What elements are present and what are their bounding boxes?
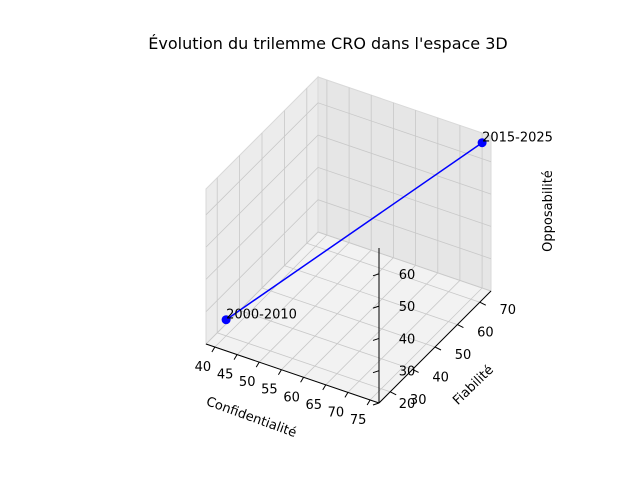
x-tick-mark (211, 346, 216, 353)
y-tick-label: 30 (410, 393, 427, 408)
y-tick-mark (479, 301, 487, 306)
y-tick-mark (457, 324, 464, 329)
x-tick-label: 75 (350, 413, 367, 428)
z-tick-mark (372, 273, 380, 277)
z-axis-label: Opposabilité (541, 170, 556, 252)
data-point-label: 2000-2010 (226, 308, 297, 323)
z-grid-line (205, 199, 492, 312)
z-tick-mark (372, 370, 380, 374)
z-tick-label: 40 (399, 332, 416, 347)
y-tick-label: 40 (432, 370, 449, 385)
y-axis-label: Fiabilité (450, 363, 497, 409)
y-tick-label: 50 (455, 348, 472, 363)
x-tick-mark (277, 369, 282, 375)
x-tick-mark (233, 354, 238, 360)
grid-lines (205, 80, 492, 401)
z-grid-line (205, 134, 492, 248)
z-tick-mark (372, 402, 380, 406)
data-point (477, 138, 487, 148)
x-tick-label: 50 (239, 375, 256, 390)
z-tick-label: 50 (399, 300, 416, 315)
x-tick-mark (255, 361, 260, 368)
y-tick-mark (434, 346, 442, 351)
x-tick-mark (300, 377, 305, 383)
z-grid-line (205, 102, 492, 216)
x-tick-label: 55 (261, 383, 278, 398)
x-tick-mark (366, 399, 371, 406)
x-axis-line (205, 343, 380, 404)
x-tick-label: 40 (195, 360, 212, 375)
x-tick-label: 65 (306, 398, 323, 413)
x-tick-mark (322, 384, 327, 391)
series-line (225, 142, 483, 321)
y-tick-label: 60 (477, 326, 494, 341)
y-tick-label: 70 (500, 303, 517, 318)
z-tick-mark (372, 337, 380, 341)
data-point-label: 2015-2025 (482, 131, 553, 146)
z-tick-label: 30 (399, 365, 416, 380)
z-tick-mark (372, 305, 380, 309)
data-marks: 2000-2010 2015-2025 (221, 131, 553, 325)
y-tick-mark (389, 391, 397, 396)
y-tick-mark (412, 368, 419, 373)
z-tick-label: 20 (399, 397, 416, 412)
x-tick-mark (344, 392, 349, 398)
axes-panes (205, 75, 492, 404)
x-tick-label: 70 (328, 405, 345, 420)
chart-title: Évolution du trilemme CRO dans l'espace … (148, 34, 507, 53)
x-tick-label: 60 (283, 390, 300, 405)
z-grid-line (205, 166, 492, 280)
data-point (221, 315, 231, 325)
x-tick-label: 45 (217, 368, 234, 383)
z-tick-label: 60 (399, 268, 416, 283)
z-grid-line (205, 231, 492, 345)
